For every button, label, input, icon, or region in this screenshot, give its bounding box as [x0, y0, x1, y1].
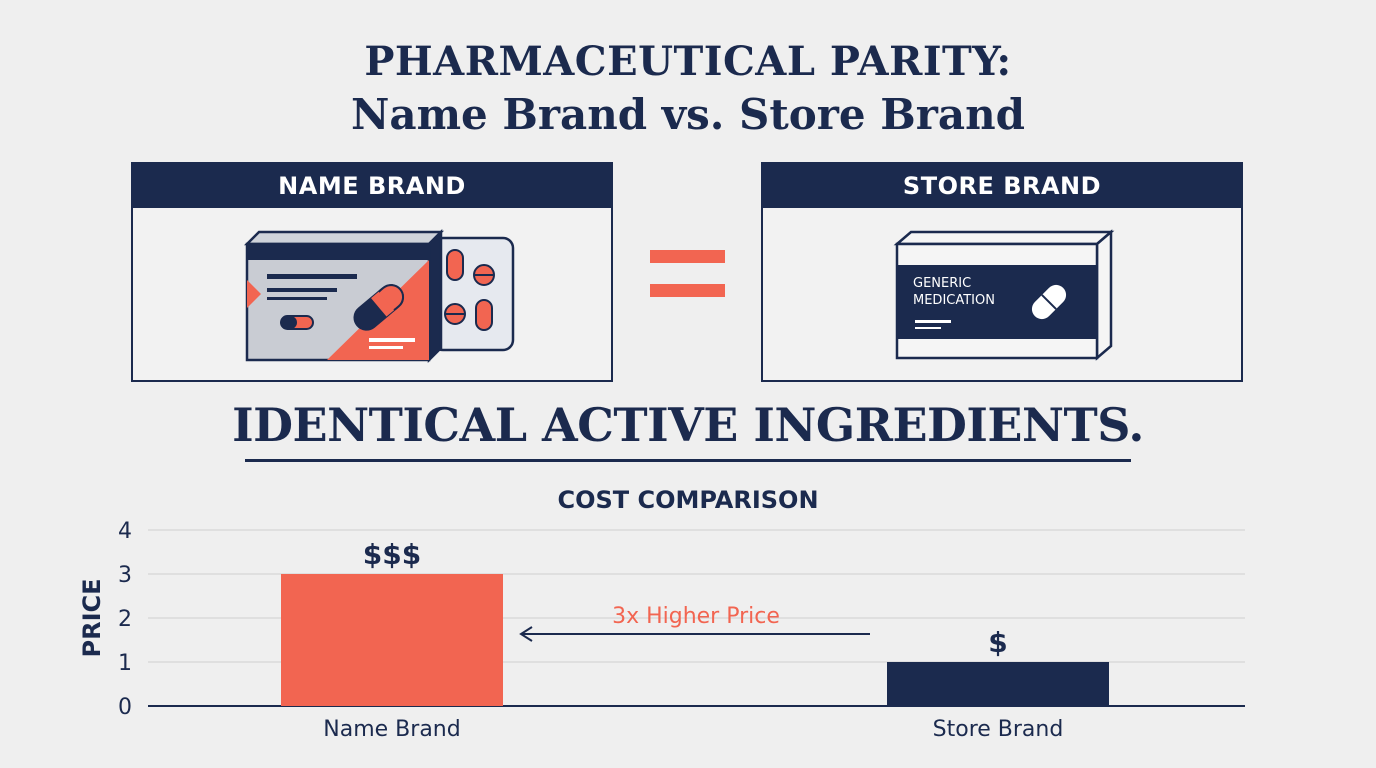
- headline-divider: [245, 459, 1131, 462]
- data-label: $$$: [363, 538, 421, 571]
- y-tick-label: 0: [118, 695, 132, 720]
- package-label-line-2: MEDICATION: [913, 293, 995, 308]
- name-brand-package-icon: [243, 228, 515, 364]
- store-brand-header: STORE BRAND: [763, 164, 1241, 208]
- data-label: $: [988, 626, 1007, 659]
- y-tick-label: 1: [118, 651, 132, 676]
- title-line-1: PHARMACEUTICAL PARITY:: [364, 38, 1012, 85]
- headline: IDENTICAL ACTIVE INGREDIENTS.: [232, 398, 1144, 452]
- bar-name-brand: [281, 574, 503, 706]
- store-brand-panel: STORE BRAND GENERIC MEDICATION: [761, 162, 1243, 382]
- y-tick-label: 4: [118, 519, 132, 544]
- y-axis-label: PRICE: [78, 578, 106, 657]
- x-tick-label: Name Brand: [323, 717, 460, 742]
- equals-icon: [650, 250, 725, 300]
- package-label-line-1: GENERIC: [913, 276, 971, 291]
- name-brand-panel: NAME BRAND: [131, 162, 613, 382]
- cost-comparison-chart: COST COMPARISON PRICE 0 1 2 3 4 $$$ Name Bran…: [78, 486, 1245, 742]
- higher-price-annotation: 3x Higher Price: [519, 604, 870, 642]
- title-line-2: Name Brand vs. Store Brand: [350, 90, 1025, 139]
- annotation-text: 3x Higher Price: [612, 604, 780, 629]
- y-tick-label: 3: [118, 563, 132, 588]
- x-tick-label: Store Brand: [933, 717, 1064, 742]
- y-tick-label: 2: [118, 607, 132, 632]
- bar-store-brand: [887, 662, 1109, 706]
- annotation-arrowhead: [519, 626, 533, 642]
- name-brand-header: NAME BRAND: [133, 164, 611, 208]
- chart-title: COST COMPARISON: [557, 486, 818, 514]
- store-brand-package-icon: GENERIC MEDICATION: [893, 229, 1115, 361]
